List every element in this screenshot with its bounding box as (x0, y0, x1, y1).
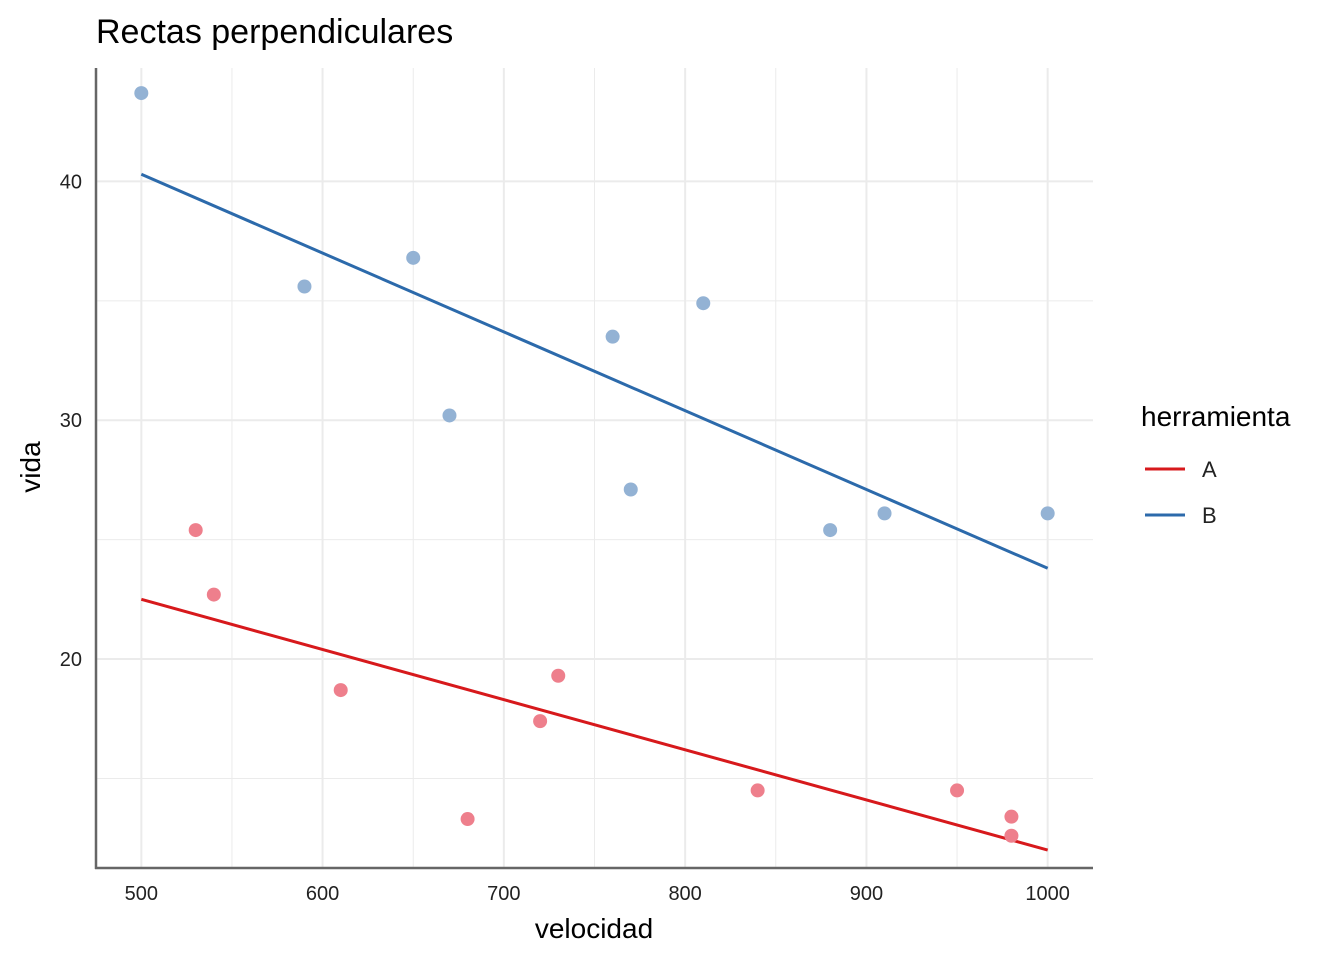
fit-line-A (140, 597, 1049, 852)
point-A (206, 587, 221, 602)
point-B (297, 279, 312, 294)
point-B (134, 86, 149, 101)
x-tick-label: 500 (125, 883, 158, 905)
point-B (442, 408, 457, 423)
legend-label-B: B (1202, 503, 1217, 528)
x-tick-label: 700 (487, 883, 520, 905)
chart-title: Rectas perpendiculares (96, 13, 453, 51)
y-tick-label: 30 (60, 410, 82, 432)
point-A (188, 523, 203, 538)
point-B (1040, 506, 1055, 521)
x-tick-labels: 500 600 700 800 900 1000 (125, 883, 1070, 905)
y-tick-label: 40 (60, 171, 82, 193)
x-tick-label: 800 (668, 883, 701, 905)
point-B (823, 523, 838, 538)
legend-label-A: A (1202, 457, 1217, 482)
point-A (460, 812, 475, 827)
point-B (605, 329, 620, 344)
point-A (551, 668, 566, 683)
point-A (750, 783, 765, 798)
point-B (623, 482, 638, 497)
y-tick-labels: 20 30 40 (60, 171, 82, 671)
x-tick-label: 900 (850, 883, 883, 905)
point-A (1004, 828, 1019, 843)
point-A (333, 683, 348, 698)
fit-lines (140, 172, 1049, 852)
axes (94, 68, 1093, 870)
point-B (696, 296, 711, 311)
y-tick-label: 20 (60, 649, 82, 671)
data-points (134, 86, 1055, 843)
x-axis-title: velocidad (535, 913, 653, 944)
point-A (533, 714, 548, 729)
point-B (877, 506, 892, 521)
legend-title: herramienta (1141, 401, 1291, 432)
y-axis-title: vida (15, 441, 46, 493)
x-tick-label: 1000 (1025, 883, 1070, 905)
legend: herramienta AB (1141, 401, 1291, 528)
point-A (950, 783, 965, 798)
grid (96, 68, 1093, 868)
x-tick-label: 600 (306, 883, 339, 905)
point-A (1004, 809, 1019, 824)
point-B (406, 250, 421, 265)
fit-line-B (140, 172, 1049, 570)
